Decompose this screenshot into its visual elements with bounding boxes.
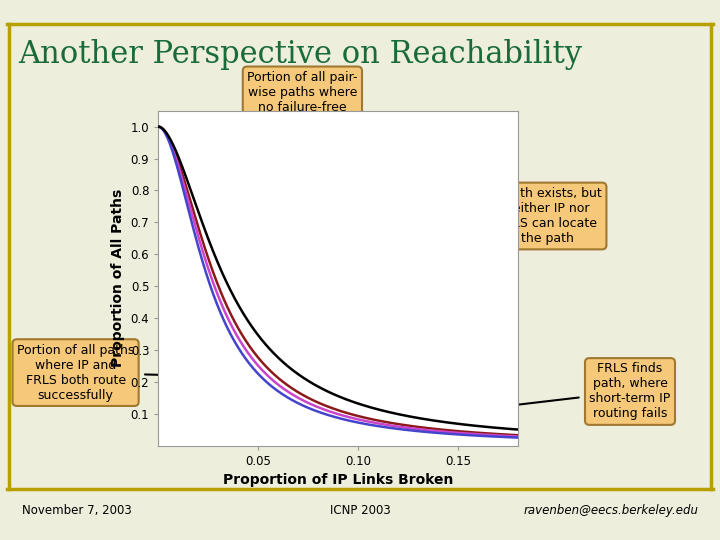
Text: Portion of all pair-
wise paths where
no failure-free
paths remain: Portion of all pair- wise paths where no… [247, 71, 358, 254]
Text: ICNP 2003: ICNP 2003 [330, 504, 390, 517]
Text: November 7, 2003: November 7, 2003 [22, 504, 131, 517]
Text: FRLS finds
path, where
short-term IP
routing fails: FRLS finds path, where short-term IP rou… [489, 362, 670, 421]
Y-axis label: Proportion of All Paths: Proportion of All Paths [111, 189, 125, 367]
Text: Another Perspective on Reachability: Another Perspective on Reachability [18, 38, 582, 70]
Text: ravenben@eecs.berkeley.edu: ravenben@eecs.berkeley.edu [523, 504, 698, 517]
X-axis label: Proportion of IP Links Broken: Proportion of IP Links Broken [223, 473, 454, 487]
Text: Portion of all paths
where IP and
FRLS both route
successfully: Portion of all paths where IP and FRLS b… [17, 343, 172, 402]
Text: A path exists, but
neither IP nor
FRLS can locate
the path: A path exists, but neither IP nor FRLS c… [393, 187, 602, 340]
